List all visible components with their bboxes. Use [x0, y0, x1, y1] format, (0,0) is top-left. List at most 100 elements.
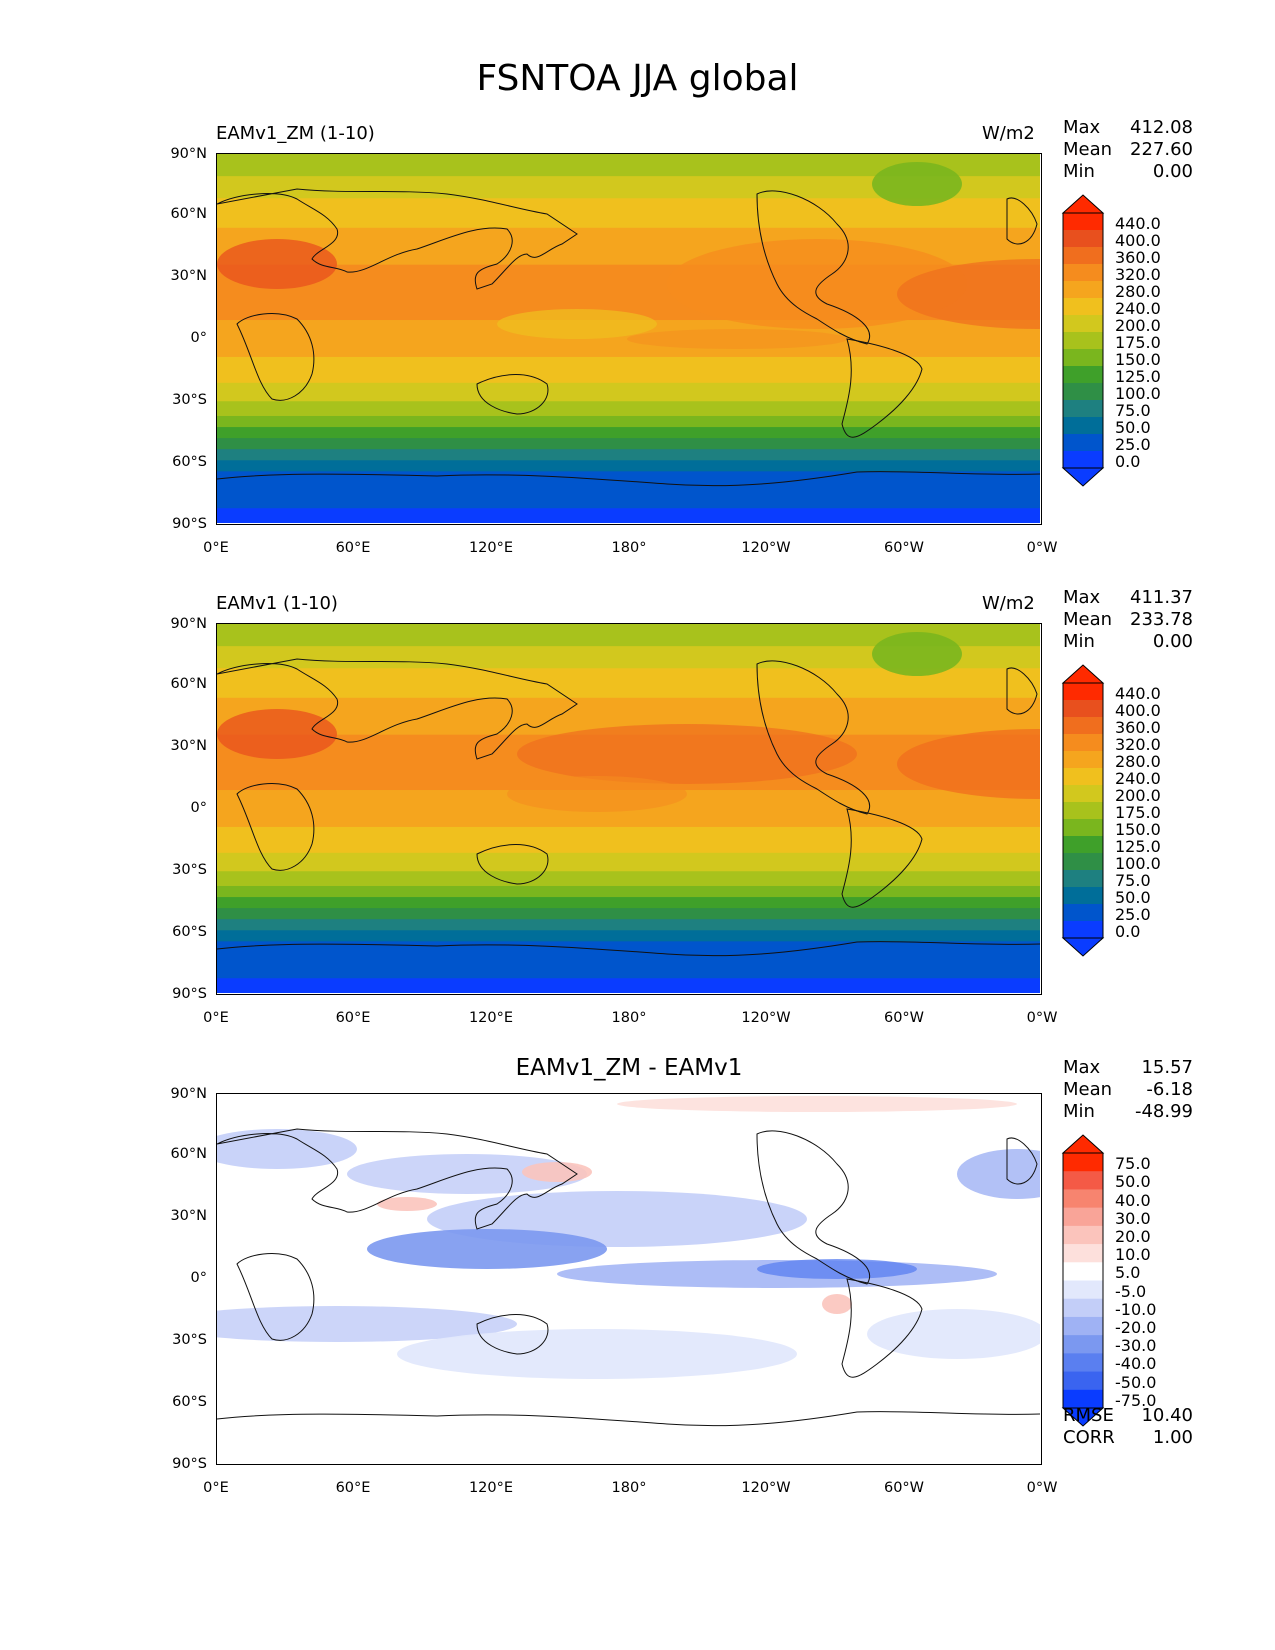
- itcz-blob: [507, 776, 687, 812]
- zonal-band: [217, 941, 1040, 980]
- colorbar-bottom-extend: [1061, 937, 1105, 957]
- stat-max-label: Max: [1063, 587, 1101, 608]
- lat-tick-0: 0°: [190, 800, 207, 816]
- lat-tick-60s: 60°S: [172, 924, 207, 940]
- zonal-band: [217, 449, 1040, 462]
- colorbar-segment: [1063, 281, 1103, 299]
- colorbar-segment: [1063, 853, 1103, 871]
- lon-tick-60w: 60°W: [883, 1480, 925, 1496]
- colorbar-tick-label: 125.0: [1115, 836, 1161, 856]
- colorbar-segment: [1063, 717, 1103, 735]
- zonal-band: [217, 852, 1040, 873]
- colorbar-segment: [1063, 768, 1103, 786]
- zonal-band: [217, 154, 1040, 178]
- colorbar-segment: [1063, 349, 1103, 367]
- colorbar-segment: [1063, 366, 1103, 384]
- stat-min-label: Min: [1063, 1101, 1095, 1122]
- map-eamv1-zm: [216, 153, 1042, 525]
- colorbar-tick-label: 100.0: [1115, 853, 1161, 873]
- zonal-band: [217, 438, 1040, 451]
- colorbar-segment: [1063, 870, 1103, 888]
- stat-min: 0.00: [1152, 161, 1193, 182]
- diff-blobs: [217, 1096, 1040, 1379]
- colorbar-segment: [1063, 1244, 1103, 1263]
- stats-block: Max 412.08 Mean 227.60 Min 0.00: [1063, 117, 1193, 183]
- neg-blob: [367, 1229, 607, 1269]
- lat-tick-30s: 30°S: [172, 392, 207, 408]
- colorbar-segment: [1063, 434, 1103, 452]
- pos-blob: [617, 1096, 1017, 1112]
- stats-block: Max 411.37 Mean 233.78 Min 0.00: [1063, 587, 1193, 653]
- zonal-band: [217, 382, 1040, 403]
- colorbar-tick-label: 125.0: [1115, 366, 1161, 386]
- rmse-label: RMSE: [1063, 1405, 1114, 1426]
- colorbar-tick-label: 280.0: [1115, 281, 1161, 301]
- pos-blob: [522, 1162, 592, 1182]
- zonal-band: [217, 508, 1040, 523]
- equatorial-blob: [627, 329, 847, 349]
- stat-mean: 227.60: [1130, 139, 1193, 160]
- lat-tick-30n: 30°N: [170, 738, 207, 754]
- atlantic-high-blob: [897, 259, 1040, 329]
- colorbar: [1060, 193, 1106, 492]
- diff-field-map: [217, 1094, 1040, 1463]
- lat-tick-0: 0°: [190, 1270, 207, 1286]
- zonal-band: [217, 356, 1040, 384]
- colorbar-tick-label: 320.0: [1115, 264, 1161, 284]
- lat-tick-90n: 90°N: [170, 146, 207, 162]
- colorbar-tick-label: 75.0: [1115, 400, 1151, 420]
- lat-tick-60s: 60°S: [172, 1394, 207, 1410]
- colorbar-tick-label: 360.0: [1115, 247, 1161, 267]
- colorbar-svg: [1061, 1134, 1105, 1427]
- stat-mean-label: Mean: [1063, 1079, 1113, 1100]
- lat-tick-30s: 30°S: [172, 862, 207, 878]
- colorbar-segment: [1063, 1389, 1103, 1409]
- zonal-band: [217, 885, 1040, 899]
- panel-title: EAMv1 (1-10): [216, 593, 338, 614]
- coastlines: [217, 188, 1040, 487]
- stat-max: 411.37: [1130, 587, 1193, 608]
- lat-tick-30s: 30°S: [172, 1332, 207, 1348]
- colorbar-tick-label: 100.0: [1115, 383, 1161, 403]
- stat-min: 0.00: [1152, 631, 1193, 652]
- lat-tick-90s: 90°S: [172, 516, 207, 532]
- colorbar-tick-label: 0.0: [1115, 451, 1141, 471]
- colorbar-segment: [1063, 700, 1103, 718]
- colorbar-segment: [1063, 417, 1103, 435]
- lon-tick-120w: 120°W: [741, 1480, 791, 1496]
- panel-eamv1: EAMv1 (1-10) W/m2 90°N 60°N 30°N: [0, 585, 1275, 1055]
- colorbar-segment: [1063, 1280, 1103, 1300]
- colorbar-outline: [1062, 212, 1104, 469]
- colorbar-segment: [1063, 1371, 1103, 1391]
- map-difference: [216, 1093, 1042, 1465]
- colorbar-bottom-extend: [1061, 467, 1105, 487]
- stat-max: 15.57: [1141, 1057, 1193, 1078]
- neg-blob: [397, 1329, 797, 1379]
- stat-min-label: Min: [1063, 161, 1095, 182]
- figure-title: FSNTOA JJA global: [476, 58, 799, 99]
- colorbar-tick-label: -20.0: [1115, 1318, 1157, 1338]
- greenland-blob: [872, 162, 962, 206]
- colorbar-tick-label: 25.0: [1115, 904, 1151, 924]
- lat-tick-90s: 90°S: [172, 1456, 207, 1472]
- colorbar-segment: [1063, 836, 1103, 854]
- colorbar-segment: [1063, 734, 1103, 752]
- colorbar-tick-label: 440.0: [1115, 683, 1161, 703]
- colorbar-segment: [1063, 451, 1103, 469]
- zonal-band: [217, 897, 1040, 910]
- colorbar: [1060, 663, 1106, 962]
- lon-tick-0w: 0°W: [1026, 1010, 1058, 1026]
- colorbar-segment: [1063, 1171, 1103, 1190]
- colorbar-top-extend: [1061, 1134, 1105, 1154]
- zonal-band: [217, 978, 1040, 993]
- colorbar-tick-label: 360.0: [1115, 717, 1161, 737]
- stat-min-label: Min: [1063, 631, 1095, 652]
- zonal-band: [217, 427, 1040, 440]
- panel-title: EAMv1_ZM - EAMv1: [515, 1055, 743, 1081]
- panel-title: EAMv1_ZM (1-10): [216, 123, 375, 144]
- anomaly-blobs: [217, 162, 1040, 349]
- colorbar-tick-label: 75.0: [1115, 870, 1151, 890]
- lon-tick-0e: 0°E: [203, 1010, 229, 1026]
- colorbar-svg: [1061, 664, 1105, 957]
- colorbar-segment: [1063, 1335, 1103, 1354]
